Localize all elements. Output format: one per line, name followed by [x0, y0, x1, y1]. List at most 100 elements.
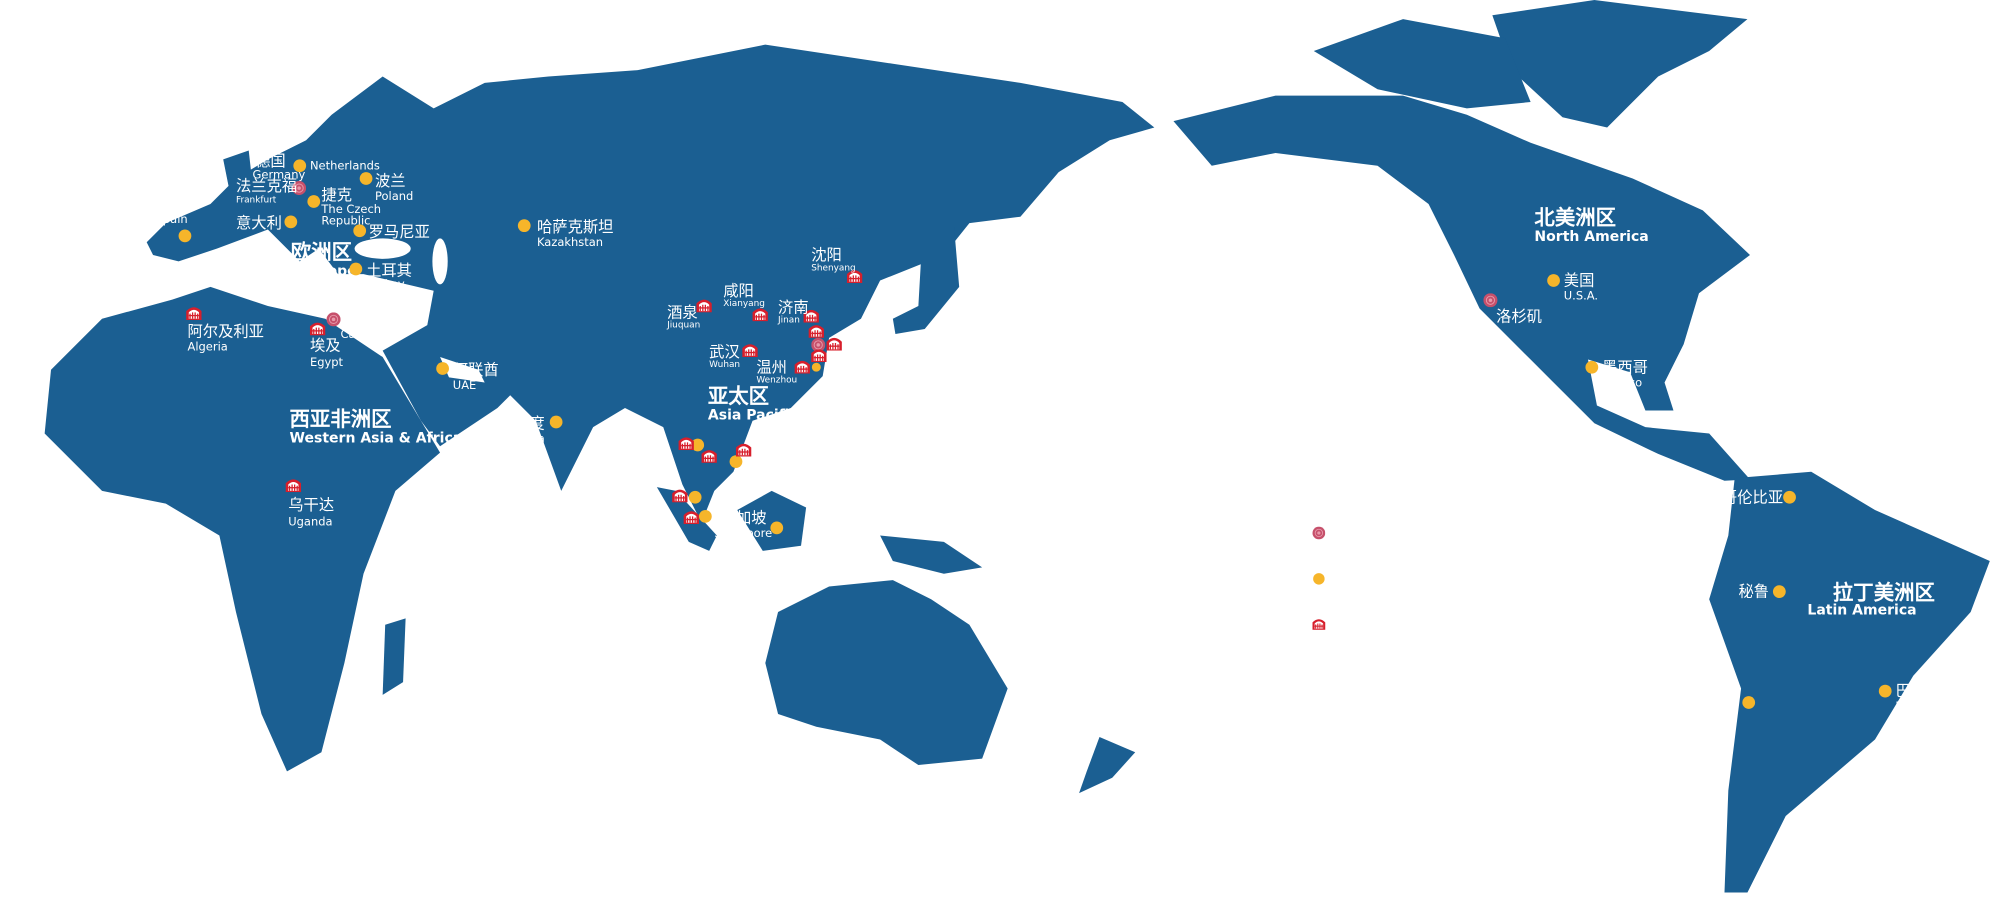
factory-wuhan[interactable]	[741, 343, 759, 358]
label-czech-en2: Republic	[321, 213, 370, 227]
office-cairo[interactable]	[326, 312, 341, 327]
label-mexico-en: Mexico	[1602, 375, 1642, 389]
label-algeria-en: Algeria	[188, 340, 228, 354]
marker-colombia[interactable]	[1783, 490, 1796, 504]
region-west-asia-africa: 西亚非洲区 Western Asia & Africa	[290, 407, 463, 447]
label-germany-en: Germany	[253, 168, 306, 182]
factory-indonesia[interactable]	[683, 510, 700, 525]
label-usa-en: U.S.A.	[1564, 289, 1598, 303]
legend	[1311, 526, 1326, 630]
partner-markers	[178, 159, 1892, 709]
marker-chile[interactable]	[1742, 696, 1756, 709]
label-uganda-en: Uganda	[288, 514, 332, 528]
svg-text:亚太区: 亚太区	[708, 384, 769, 408]
label-frankfurt-en: Frankfurt	[236, 196, 277, 206]
factory-vietnam[interactable]	[735, 443, 752, 457]
new-guinea	[880, 535, 983, 574]
marker-peru[interactable]	[1772, 585, 1786, 598]
black-sea	[354, 238, 411, 259]
region-europe: 欧洲区 Europe	[291, 240, 357, 280]
label-czech-en1: The Czech	[320, 202, 381, 216]
label-italy-zh: 意大利	[236, 214, 282, 232]
water-bodies	[354, 238, 485, 383]
marker-romania[interactable]	[353, 224, 367, 238]
svg-text:Europe: Europe	[301, 263, 357, 279]
label-czech-zh: 捷克	[321, 186, 352, 204]
marker-brazil[interactable]	[1878, 684, 1892, 698]
marker-indonesia[interactable]	[698, 510, 712, 523]
factory-cambodia[interactable]	[700, 449, 718, 463]
svg-text:欧洲区: 欧洲区	[291, 240, 352, 264]
office-los-angeles[interactable]	[1483, 293, 1498, 308]
label-jiuquan-zh: 酒泉	[667, 303, 698, 321]
marker-italy[interactable]	[284, 215, 298, 229]
arctic-islands	[1313, 19, 1531, 109]
label-algeria-zh: 阿尔及利亚	[188, 323, 265, 341]
label-wuhan-zh: 武汉	[709, 343, 740, 361]
africa	[44, 286, 441, 772]
factory-coast-3[interactable]	[810, 348, 828, 363]
label-frankfurt-zh: 法兰克福	[236, 177, 297, 195]
factory-coast-2[interactable]	[825, 337, 843, 351]
south-america	[1709, 471, 1990, 893]
marker-netherlands[interactable]	[293, 159, 307, 173]
factory-thailand[interactable]	[677, 436, 695, 451]
factory-algeria[interactable]	[185, 306, 203, 321]
great-britain	[223, 150, 253, 192]
borneo	[737, 490, 807, 551]
label-egypt-zh: 埃及	[310, 337, 341, 355]
marker-vietnam[interactable]	[729, 455, 743, 468]
marker-czech[interactable]	[307, 195, 321, 208]
label-kazakhstan-en: Kazakhstan	[537, 235, 603, 249]
label-peru-zh: 秘鲁	[1739, 583, 1770, 601]
svg-text:西亚非洲区: 西亚非洲区	[290, 407, 392, 431]
marker-kazakhstan[interactable]	[517, 219, 531, 233]
label-wuhan-en: Wuhan	[709, 360, 740, 370]
factory-uganda[interactable]	[285, 478, 302, 493]
marker-turkey[interactable]	[349, 262, 363, 276]
greenland	[1492, 0, 1748, 128]
marker-singapore[interactable]	[770, 521, 784, 535]
region-asia-pacific: 亚太区 Asia Pacific	[708, 384, 798, 424]
svg-text:North America: North America	[1534, 229, 1648, 245]
marker-malaysia[interactable]	[688, 490, 702, 504]
marker-uae[interactable]	[436, 362, 449, 375]
label-india-en: India	[517, 431, 545, 445]
label-usa-zh: 美国	[1564, 272, 1595, 290]
marker-poland[interactable]	[359, 172, 373, 185]
factory-jiuquan[interactable]	[695, 298, 713, 313]
label-spain-en: Spain	[156, 212, 188, 226]
label-xianyang-zh: 咸阳	[723, 282, 754, 300]
factory-xianyang[interactable]	[751, 307, 769, 322]
marker-thailand[interactable]	[691, 438, 705, 452]
label-xianyang-en: Xianyang	[723, 299, 765, 309]
office-rosette-icon	[1312, 526, 1326, 540]
region-latin-america: 拉丁美洲区 Latin America	[1807, 580, 1934, 618]
factory-malaysia[interactable]	[671, 488, 689, 503]
factory-coast-1[interactable]	[808, 324, 825, 338]
marker-mexico[interactable]	[1585, 360, 1599, 374]
label-brazil-zh: 巴西	[1895, 682, 1926, 700]
label-mexico-zh: 墨西哥	[1602, 358, 1648, 376]
factory-wenzhou[interactable]	[794, 360, 811, 374]
label-jinan-zh: 济南	[778, 298, 809, 316]
marker-east-china[interactable]	[811, 362, 821, 372]
factory-egypt[interactable]	[309, 321, 326, 336]
marker-usa[interactable]	[1547, 274, 1560, 287]
marker-spain[interactable]	[178, 229, 192, 243]
label-wenzhou-en: Wenzhou	[756, 376, 797, 386]
label-shenyang-en: Shenyang	[811, 263, 855, 273]
japan	[892, 226, 960, 335]
label-uganda-zh: 乌干达	[288, 496, 334, 514]
label-cairo-zh: 开罗	[341, 310, 372, 328]
label-jiuquan-en: Jiuquan	[666, 321, 700, 331]
marker-india[interactable]	[549, 415, 563, 429]
caspian-sea	[432, 238, 448, 285]
label-uae-zh: 阿联酋	[453, 361, 499, 379]
label-romania-zh: 罗马尼亚	[369, 223, 430, 241]
label-brazil-en: Brazil	[1895, 699, 1927, 713]
label-turkey-en: Turkey	[366, 277, 405, 291]
eurasia	[146, 44, 1155, 523]
australia	[765, 580, 1008, 766]
